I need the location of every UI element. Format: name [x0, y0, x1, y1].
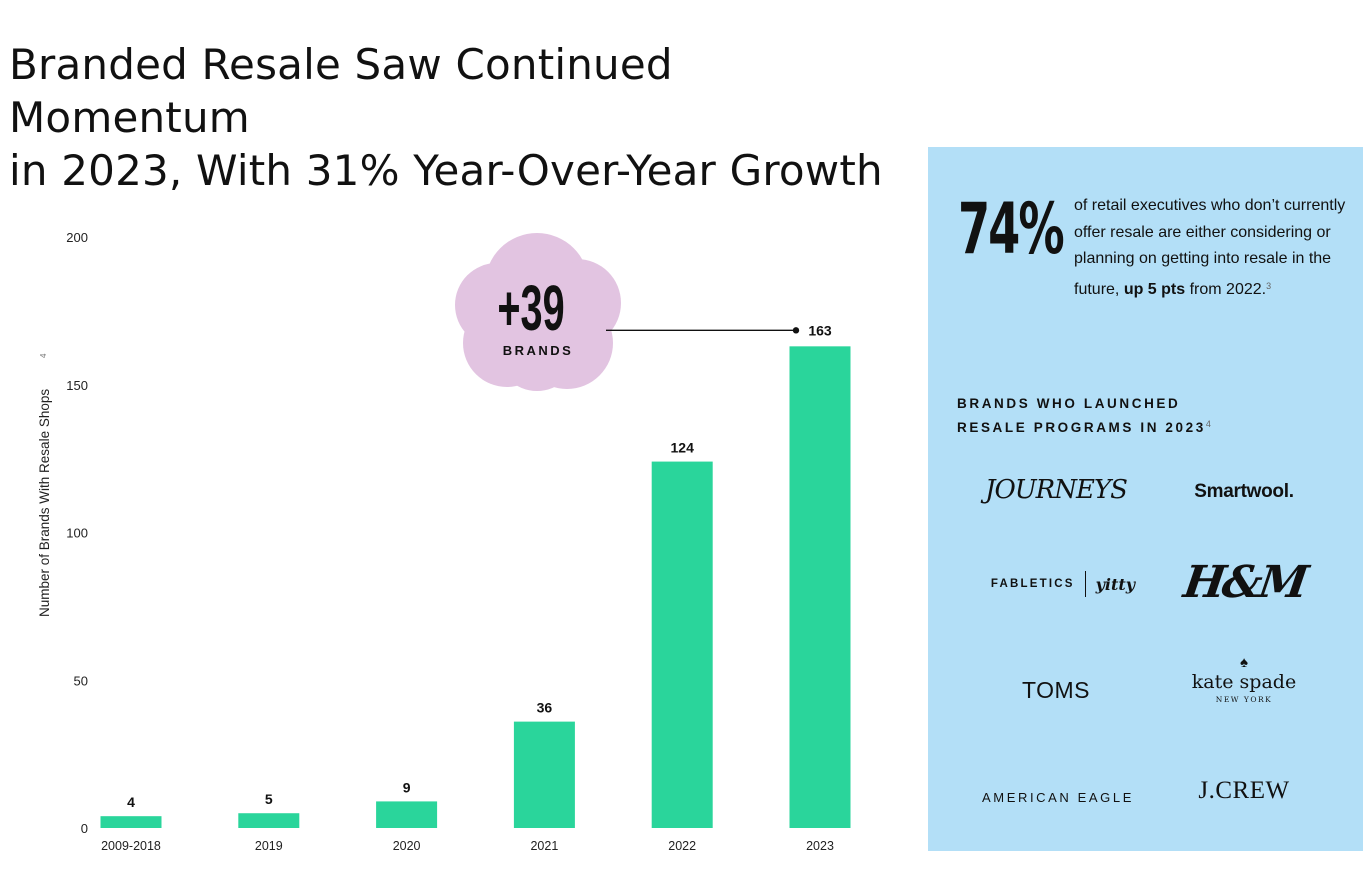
stat-footnote: 3 [1266, 280, 1272, 291]
bar [513, 721, 575, 828]
journeys-logo: JOURNEYS [985, 475, 1128, 505]
american-eagle-logo: AMERICAN EAGLE [982, 790, 1134, 805]
stat-value: 74% [958, 188, 1065, 270]
data-label: 9 [403, 779, 411, 795]
stat-bold: up 5 pts [1123, 280, 1186, 298]
bar [376, 801, 438, 828]
yitty-logo: yitty [1095, 574, 1136, 594]
y-tick-label: 100 [66, 526, 88, 541]
brands-heading-line-1: BRANDS WHO LAUNCHED [957, 396, 1181, 411]
fabletics-logo: FABLETICS [990, 578, 1075, 590]
y-axis-footnote: 4 [39, 353, 48, 358]
toms-logo: TOMS [1021, 677, 1091, 703]
x-tick-label: 2023 [806, 839, 834, 853]
data-label: 4 [127, 794, 135, 810]
logo-divider [1084, 571, 1086, 597]
hm-logo: H&M [1180, 557, 1309, 608]
jcrew-logo: J.CREW [1198, 777, 1290, 804]
x-tick-label: 2021 [530, 839, 558, 853]
spade-icon: ♠ [1240, 654, 1248, 671]
annotation-value: +39 [497, 274, 564, 345]
fabletics-yitty-logo: FABLETICS yitty [968, 571, 1158, 597]
data-label: 36 [537, 700, 553, 716]
annotation-connector-dot [792, 327, 800, 334]
kate-spade-logo: ♠ kate spade NEW YORK [1164, 654, 1324, 705]
data-label: 5 [265, 791, 273, 807]
annotation-label: BRANDS [503, 343, 574, 358]
bar [789, 346, 851, 828]
page-title: Branded Resale Saw Continued Momentum in… [9, 38, 919, 197]
bar [100, 816, 162, 828]
y-tick-label: 50 [74, 673, 88, 688]
title-line-1: Branded Resale Saw Continued Momentum [9, 40, 673, 142]
data-label: 163 [808, 322, 832, 338]
brands-heading-line-2: RESALE PROGRAMS IN 20234 [957, 419, 1211, 435]
bar [238, 813, 300, 828]
y-tick-label: 150 [66, 378, 88, 393]
info-panel: 74% of retail executives who don’t curre… [928, 147, 1363, 851]
title-line-2: in 2023, With 31% Year-Over-Year Growth [9, 146, 883, 195]
stat-description: of retail executives who don’t currently… [1074, 193, 1354, 303]
x-tick-label: 2009-2018 [101, 839, 161, 853]
brands-heading: BRANDS WHO LAUNCHED RESALE PROGRAMS IN 2… [957, 393, 1347, 438]
annotation-bubble [455, 233, 621, 391]
bar [651, 461, 713, 828]
bar-chart: Number of Brands With Resale Shops 4 0 50 10… [37, 230, 851, 853]
y-tick-label: 0 [81, 821, 88, 836]
stat-text: of retail executives who don’t currently… [1074, 197, 1346, 298]
kate-spade-wordmark: kate spade [1191, 671, 1297, 693]
kate-spade-subtitle: NEW YORK [1215, 695, 1273, 704]
smartwool-logo: Smartwool. [1194, 481, 1294, 502]
data-label: 124 [671, 440, 695, 456]
brands-heading-footnote: 4 [1205, 419, 1211, 429]
y-axis-label: Number of Brands With Resale Shops [37, 389, 52, 617]
x-tick-label: 2019 [255, 839, 283, 853]
x-tick-label: 2020 [393, 839, 421, 853]
x-tick-label: 2022 [668, 839, 696, 853]
stat-tail: from 2022. [1189, 280, 1267, 298]
y-tick-label: 200 [66, 230, 88, 245]
